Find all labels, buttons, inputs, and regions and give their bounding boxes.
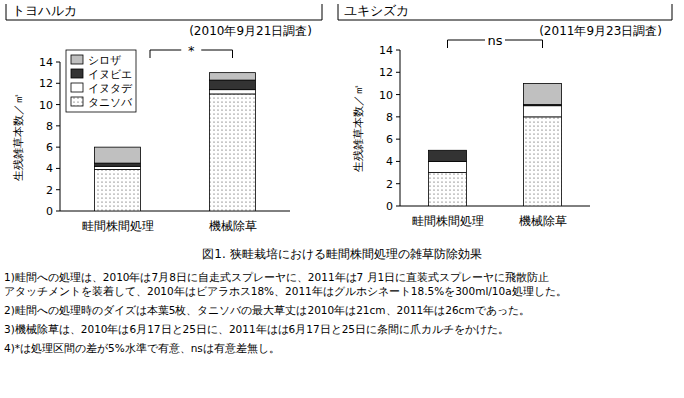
significance-label: ns — [487, 33, 502, 48]
note-line: 2)畦間への処理時のダイズは本葉5枚、タニソバの最大草丈は2010年は21cm、… — [4, 304, 530, 316]
header-frame — [6, 4, 322, 20]
y-tick — [56, 211, 60, 212]
y-tick — [396, 183, 400, 184]
chart-title: ユキシズカ — [344, 3, 409, 18]
y-tick — [56, 168, 60, 169]
bar-segment — [524, 106, 562, 117]
bar-segment — [524, 83, 562, 104]
bar-segment — [429, 150, 467, 151]
y-tick-label: 8 — [386, 111, 393, 124]
bar-segment — [95, 166, 141, 169]
y-tick-label: 10 — [379, 89, 393, 102]
header-frame — [338, 4, 672, 20]
significance-label: * — [188, 43, 195, 58]
y-tick — [56, 147, 60, 148]
y-tick — [56, 125, 60, 126]
note-line: 3)機械除草は、2010年は6月17日と25日に、2011年はは6月17日と25… — [4, 323, 509, 336]
y-axis-label: 生残雑草本数／㎡ — [12, 93, 25, 181]
legend-swatch — [71, 97, 83, 106]
legend-label: イヌタデ — [88, 82, 133, 95]
legend-label: シロザ — [88, 54, 121, 67]
bar-segment — [524, 117, 562, 206]
y-tick-label: 4 — [46, 162, 53, 175]
y-tick — [396, 72, 400, 73]
bar-segment — [95, 163, 141, 166]
y-tick — [56, 189, 60, 190]
y-tick — [396, 139, 400, 140]
y-tick-label: 0 — [386, 200, 393, 213]
legend-label: イヌビエ — [88, 68, 132, 81]
chart-subtitle: (2011年9月23日調査) — [539, 24, 662, 38]
chart: トヨハルカ (2010年9月21日調査) 0 2 4 6 8 10 12 14 生残雑草本数／㎡畦間… — [6, 3, 322, 233]
y-tick-label: 6 — [46, 141, 53, 154]
chart-title: トヨハルカ — [12, 3, 77, 18]
bar-segment — [95, 169, 141, 211]
y-tick — [396, 50, 400, 51]
y-tick-label: 12 — [379, 66, 393, 79]
y-tick-label: 14 — [379, 44, 393, 57]
note-line: 1)畦間への処理は、2010年は7月8日に自走式スプレーヤに、2011年は7 月… — [4, 271, 549, 283]
legend: シロザイヌビエイヌタデタニソバ — [66, 50, 136, 112]
y-tick — [396, 206, 400, 207]
x-tick-label: 機械除草 — [209, 219, 257, 233]
bar-segment — [429, 173, 467, 206]
y-axis-label: 生残雑草本数／㎡ — [352, 84, 365, 172]
y-tick — [56, 62, 60, 63]
legend-swatch — [71, 69, 83, 78]
y-tick-label: 0 — [46, 205, 53, 218]
legend-label: タニソバ — [88, 96, 133, 109]
x-tick-label: 畦間株間処理 — [412, 214, 484, 228]
bar-segment — [429, 150, 467, 161]
bar-segment — [210, 80, 256, 90]
bar-segment — [210, 94, 256, 211]
chart: ユキシズカ (2011年9月23日調査) 0 2 4 6 8 10 12 14 生残雑草本数／㎡畦間… — [338, 3, 672, 228]
y-tick-label: 8 — [46, 120, 53, 133]
y-tick-label: 10 — [39, 99, 53, 112]
y-tick-label: 12 — [39, 77, 53, 90]
y-tick-label: 4 — [386, 155, 393, 168]
y-tick — [56, 83, 60, 84]
y-tick-label: 2 — [386, 178, 393, 191]
figure-caption: 図1. 狭畦栽培における畦間株間処理の雑草防除効果 — [202, 247, 481, 261]
y-axis — [60, 62, 61, 211]
y-tick-label: 6 — [386, 133, 393, 146]
note-line: アタッチメントを装着して、2010年はビアラホス18%、2011年はグルホシネー… — [4, 285, 567, 297]
bar-segment — [210, 90, 256, 94]
figure: トヨハルカ (2010年9月21日調査) 0 2 4 6 8 10 12 14 生残雑草本数／㎡畦間… — [0, 0, 684, 398]
x-tick-label: 畦間株間処理 — [82, 219, 154, 233]
legend-swatch — [71, 83, 83, 92]
y-tick-label: 2 — [46, 184, 53, 197]
x-tick-label: 機械除草 — [519, 214, 567, 228]
y-tick — [56, 104, 60, 105]
y-tick — [396, 116, 400, 117]
bars — [429, 83, 562, 206]
bar-segment — [210, 73, 256, 80]
y-axis — [400, 50, 401, 206]
y-tick — [396, 161, 400, 162]
bar-segment — [429, 161, 467, 172]
y-tick — [396, 94, 400, 95]
legend-box — [66, 50, 136, 112]
chart-subtitle: (2010年9月21日調査) — [189, 24, 312, 38]
y-tick-label: 14 — [39, 56, 53, 69]
bar-segment — [95, 147, 141, 163]
note-line: 4)*は処理区間の差が5%水準で有意、nsは有意差無し。 — [4, 342, 280, 354]
legend-swatch — [71, 55, 83, 64]
